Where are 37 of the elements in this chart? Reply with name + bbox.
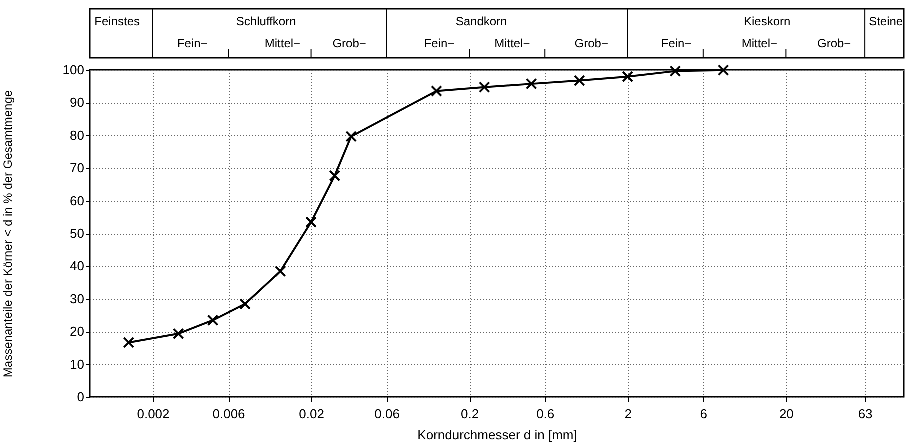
x-tick-label: 0.2 — [461, 406, 480, 422]
x-tick-label: 20 — [779, 406, 794, 422]
x-tick-label: 63 — [858, 406, 873, 422]
x-tick-label: 0.02 — [299, 406, 324, 422]
x-axis-title: Korndurchmesser d in [mm] — [418, 428, 578, 442]
x-tick-label: 6 — [700, 406, 708, 422]
text: Fein− — [177, 36, 208, 50]
x-tick-label: 0.006 — [212, 406, 246, 422]
y-axis-title: Massenanteile der Körner < d in % der Gesamtmenge — [0, 90, 15, 378]
y-tick-label: 10 — [70, 356, 84, 372]
text: Feinstes — [94, 14, 140, 28]
text: Fein− — [424, 36, 455, 50]
x-tick-label: 0.06 — [374, 406, 400, 422]
text: Mittel− — [264, 36, 301, 50]
y-tick-label: 80 — [70, 128, 84, 143]
x-tick-label: 2 — [624, 406, 632, 422]
y-tick-label: 100 — [62, 62, 84, 78]
text: Grob− — [332, 36, 366, 50]
x-tick-label: 0.6 — [536, 406, 555, 422]
y-tick-label: 70 — [70, 160, 84, 176]
y-tick-label: 40 — [70, 258, 84, 274]
text: Schluffkorn — [236, 14, 296, 28]
y-tick-label: 60 — [70, 193, 84, 208]
text: Mittel− — [742, 36, 778, 50]
text: Sandkorn — [456, 14, 508, 28]
text: Grob− — [818, 36, 852, 50]
y-tick-label: 50 — [70, 226, 84, 241]
text: Mittel− — [494, 36, 530, 50]
text: Kieskorn — [744, 14, 791, 28]
y-tick-label: 30 — [70, 291, 84, 306]
text: Grob− — [574, 36, 608, 50]
text: Fein− — [661, 36, 692, 50]
y-tick-label: 90 — [70, 95, 84, 110]
y-tick-label: 0 — [77, 390, 84, 404]
y-tick-label: 20 — [70, 324, 84, 340]
x-tick-label: 0.002 — [137, 406, 170, 422]
text: Steine — [869, 14, 904, 28]
